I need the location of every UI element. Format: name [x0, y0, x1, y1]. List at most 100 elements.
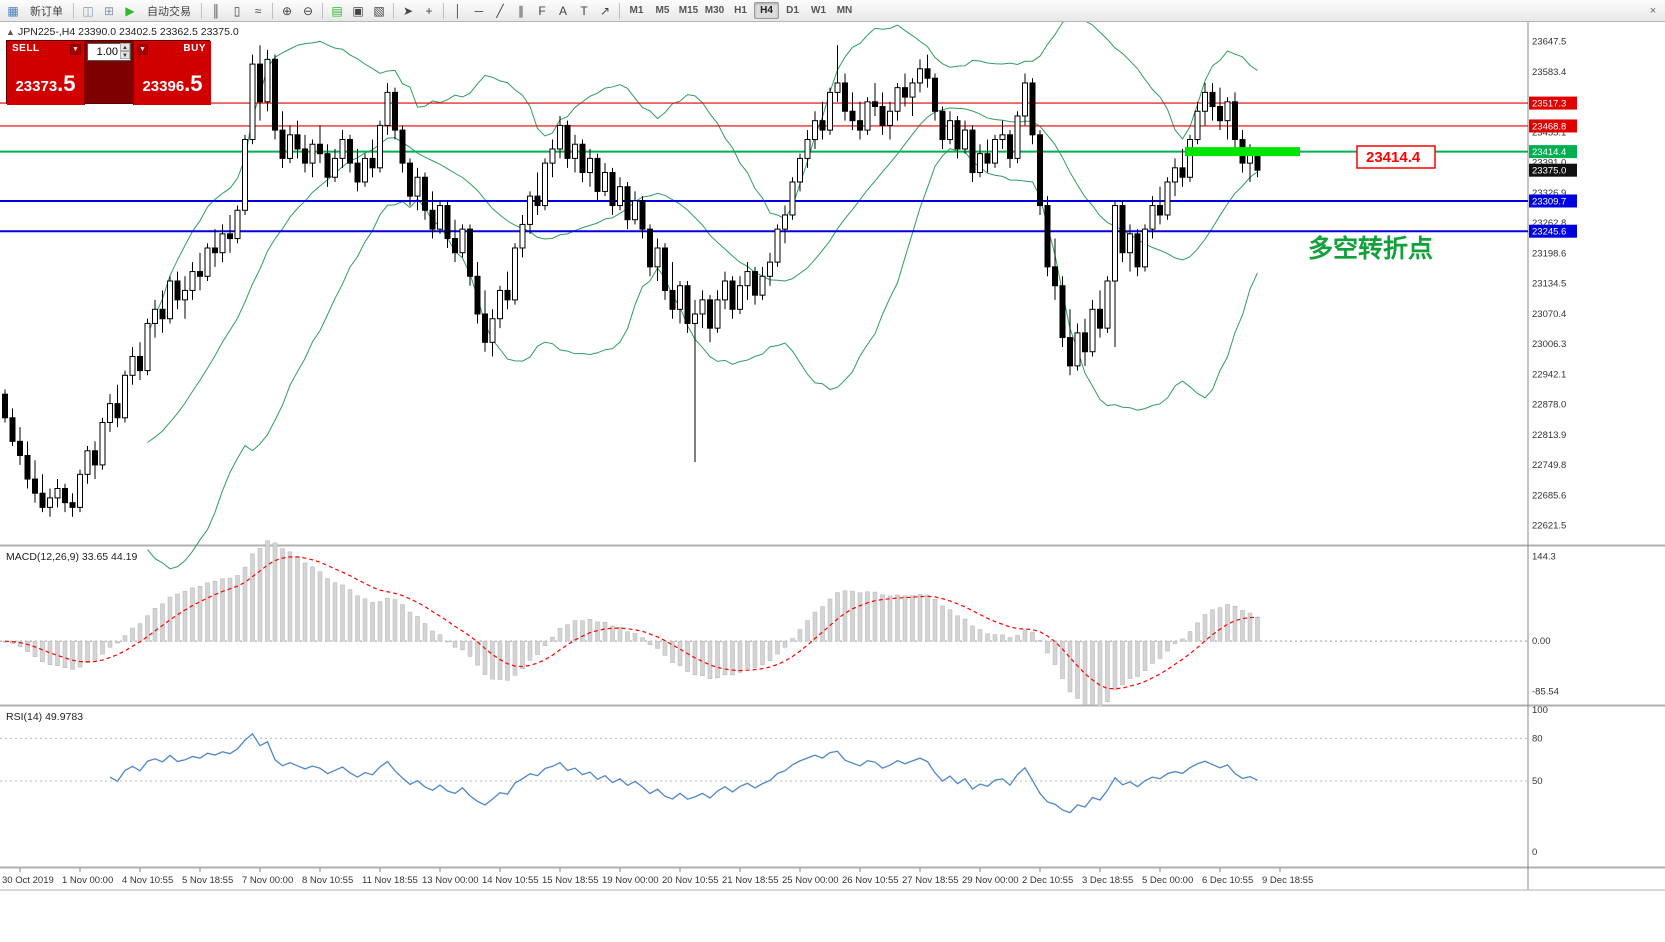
panel-collapse-arrow[interactable]: ▲: [6, 27, 15, 37]
bar-chart-icon[interactable]: ║: [206, 2, 226, 20]
svg-text:8 Nov 10:55: 8 Nov 10:55: [302, 875, 353, 886]
macd-signal-line: [4, 556, 1258, 690]
time-axis[interactable]: 30 Oct 2019 1 Nov 00:00 4 Nov 10:55 5 Nov 1…: [2, 868, 1313, 886]
zoom-out-icon[interactable]: ⊖: [298, 2, 318, 20]
zoom-in-icon[interactable]: ⊕: [277, 2, 297, 20]
buy-button[interactable]: BUY ▼ 23396.5: [133, 41, 211, 105]
cursor-icon-glyph: ➤: [402, 3, 414, 18]
arrow-objects-icon[interactable]: ↗: [595, 2, 615, 20]
font-icon-glyph: A: [558, 3, 567, 18]
rsi-indicator-label: RSI(14) 49.9783: [6, 711, 83, 723]
svg-text:50: 50: [1532, 776, 1543, 787]
svg-text:22749.8: 22749.8: [1532, 460, 1566, 471]
svg-text:23245.6: 23245.6: [1532, 227, 1566, 238]
svg-text:13 Nov 00:00: 13 Nov 00:00: [422, 875, 479, 886]
objects-icon-glyph: ▧: [373, 3, 385, 18]
svg-text:100: 100: [1532, 705, 1548, 716]
one-click-trading-panel: SELL ▼ 23373.5 ▲ ▼ BUY ▼ 23396.5: [6, 40, 211, 105]
bollinger-lower[interactable]: [147, 148, 1258, 570]
toolbar-separator: [322, 2, 323, 19]
svg-text:23391.0: 23391.0: [1532, 158, 1566, 169]
chart-frame: [0, 22, 1665, 891]
trendline-icon[interactable]: ╱: [490, 2, 510, 20]
crosshair-icon[interactable]: +: [419, 2, 439, 20]
cursor-icon[interactable]: ➤: [398, 2, 418, 20]
buy-options-dropdown[interactable]: ▼: [137, 44, 148, 55]
fibonacci-icon[interactable]: F: [532, 2, 552, 20]
svg-text:23647.5: 23647.5: [1532, 37, 1566, 48]
svg-text:23326.9: 23326.9: [1532, 188, 1566, 199]
crosshair-icon-glyph: +: [425, 3, 433, 18]
toolbar-separator: [201, 2, 202, 19]
svg-text:80: 80: [1532, 733, 1543, 744]
zoom-in-icon-glyph: ⊕: [281, 3, 293, 18]
toolbar-separator: [443, 2, 444, 19]
macd-panel[interactable]: 144.3 0.00 -85.54: [0, 540, 1559, 707]
profiles-icon[interactable]: ◫: [78, 2, 98, 20]
svg-text:5 Nov 18:55: 5 Nov 18:55: [182, 875, 233, 886]
svg-text:14 Nov 10:55: 14 Nov 10:55: [482, 875, 539, 886]
timeframe-w1-button[interactable]: W1: [811, 5, 826, 16]
tile-windows-icon[interactable]: ⊞: [99, 2, 119, 20]
sell-button[interactable]: SELL ▼ 23373.5: [7, 41, 85, 105]
chart-annotations: 23414.4 多空转折点: [1308, 145, 1436, 263]
candlestick-series[interactable]: [2, 45, 1261, 517]
templates-icon[interactable]: ▣: [348, 2, 368, 20]
highlight-zone[interactable]: [1185, 147, 1300, 157]
svg-text:1 Nov 00:00: 1 Nov 00:00: [62, 875, 113, 886]
autotrading-icon-glyph: ▶: [125, 3, 135, 18]
indicators-icon-glyph: ▤: [331, 3, 343, 18]
rsi-line: [109, 732, 1258, 814]
price-callout-box[interactable]: [1356, 145, 1436, 169]
font-icon[interactable]: A: [553, 2, 573, 20]
chart-canvas[interactable]: ▲ JPN225-,H4 23390.0 23402.5 23362.5 233…: [0, 22, 1665, 942]
price-axis-labels[interactable]: 23647.523583.423519.323455.123391.023326…: [1532, 37, 1566, 532]
vertical-line-icon[interactable]: │: [448, 2, 468, 20]
timeframe-mn-button[interactable]: MN: [836, 5, 853, 16]
channel-icon[interactable]: ∥: [511, 2, 531, 20]
candlestick-chart-icon-glyph: ▯: [233, 3, 241, 18]
timeframe-h4-button[interactable]: H4: [754, 2, 779, 19]
buy-label: BUY: [183, 43, 206, 54]
sell-label: SELL: [12, 43, 40, 54]
symbol-info-line: JPN225-,H4 23390.0 23402.5 23362.5 23375…: [18, 26, 239, 38]
chart-window-icon[interactable]: ▦: [3, 2, 23, 20]
new-order-button[interactable]: 新订单: [24, 2, 69, 20]
turning-point-note: 多空转折点: [1308, 234, 1433, 263]
autotrading-icon[interactable]: ▶: [120, 2, 140, 20]
rsi-panel[interactable]: 100 80 50 0: [0, 705, 1548, 858]
svg-text:22813.9: 22813.9: [1532, 430, 1566, 441]
autotrading-button[interactable]: 自动交易: [141, 2, 197, 20]
svg-text:22685.6: 22685.6: [1532, 490, 1566, 501]
svg-text:23006.3: 23006.3: [1532, 339, 1566, 350]
timeframe-d1-button[interactable]: D1: [786, 5, 799, 16]
volume-decrement-button[interactable]: ▼: [120, 51, 130, 59]
bar-chart-icon-glyph: ║: [211, 3, 221, 18]
svg-text:3 Dec 18:55: 3 Dec 18:55: [1082, 875, 1133, 886]
close-chart-icon[interactable]: ×: [1649, 4, 1657, 17]
svg-text:23455.1: 23455.1: [1532, 127, 1566, 138]
svg-text:22878.0: 22878.0: [1532, 400, 1566, 411]
volume-increment-button[interactable]: ▲: [120, 43, 130, 51]
line-chart-icon[interactable]: ≈: [248, 2, 268, 20]
chart-workspace: ▲ JPN225-,H4 23390.0 23402.5 23362.5 233…: [0, 22, 1665, 942]
sell-options-dropdown[interactable]: ▼: [70, 44, 81, 55]
new-order-button-text: 新订单: [30, 5, 63, 18]
svg-text:23134.5: 23134.5: [1532, 279, 1566, 290]
macd-indicator-label: MACD(12,26,9) 33.65 44.19: [6, 551, 137, 563]
timeframe-h1-button[interactable]: H1: [734, 5, 747, 16]
svg-text:23468.8: 23468.8: [1532, 121, 1566, 132]
horizontal-line-icon-glyph: ─: [474, 3, 484, 18]
candlestick-chart-icon[interactable]: ▯: [227, 2, 247, 20]
timeframe-m15-button[interactable]: M15: [678, 5, 699, 16]
svg-text:7 Nov 00:00: 7 Nov 00:00: [242, 875, 293, 886]
svg-text:9 Dec 18:55: 9 Dec 18:55: [1262, 875, 1313, 886]
bollinger-upper[interactable]: [147, 22, 1258, 336]
text-label-icon[interactable]: T: [574, 2, 594, 20]
objects-icon[interactable]: ▧: [369, 2, 389, 20]
timeframe-m30-button[interactable]: M30: [704, 5, 725, 16]
timeframe-m1-button[interactable]: M1: [629, 5, 644, 16]
indicators-icon[interactable]: ▤: [327, 2, 347, 20]
horizontal-line-icon[interactable]: ─: [469, 2, 489, 20]
timeframe-m5-button[interactable]: M5: [655, 5, 670, 16]
